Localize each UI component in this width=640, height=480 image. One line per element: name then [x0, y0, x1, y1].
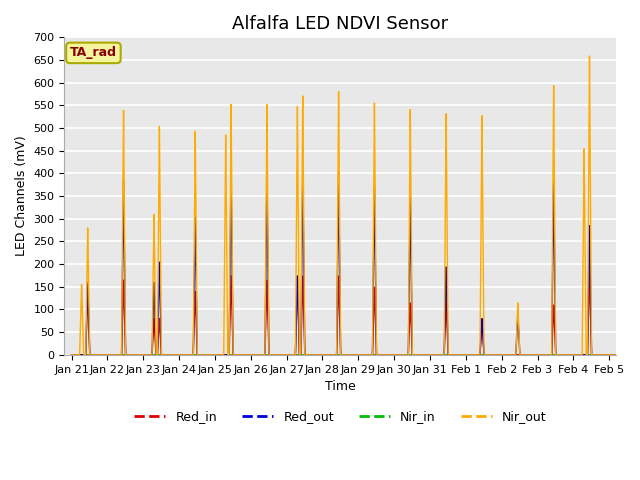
Legend: Red_in, Red_out, Nir_in, Nir_out: Red_in, Red_out, Nir_in, Nir_out [129, 405, 552, 428]
Red_out [524, 352, 532, 358]
Red_out [68, 352, 76, 358]
Nir_out [68, 352, 76, 358]
Red_in [524, 352, 532, 358]
Nir_in [68, 352, 76, 358]
Red_in [125, 352, 132, 358]
Red_in [538, 352, 546, 358]
Text: TA_rad: TA_rad [70, 47, 117, 60]
Red_out [212, 352, 220, 358]
Nir_out [538, 352, 546, 358]
Nir_out [577, 352, 585, 358]
Nir_in [618, 352, 626, 358]
Nir_in [524, 352, 532, 358]
Red_in [586, 270, 593, 276]
X-axis label: Time: Time [325, 380, 356, 393]
Red_out [577, 352, 585, 358]
Line: Red_out: Red_out [72, 173, 640, 355]
Y-axis label: LED Channels (mV): LED Channels (mV) [15, 136, 28, 256]
Red_in [618, 352, 626, 358]
Nir_in [577, 352, 585, 358]
Nir_out [125, 352, 132, 358]
Nir_in [212, 352, 220, 358]
Red_out [335, 170, 342, 176]
Red_in [212, 352, 220, 358]
Nir_out [586, 53, 593, 59]
Line: Nir_out: Nir_out [72, 56, 640, 355]
Nir_in [125, 352, 132, 358]
Nir_in [538, 352, 546, 358]
Red_in [577, 352, 585, 358]
Title: Alfalfa LED NDVI Sensor: Alfalfa LED NDVI Sensor [232, 15, 449, 33]
Nir_out [618, 352, 626, 358]
Red_out [125, 352, 132, 358]
Red_out [618, 352, 626, 358]
Line: Red_in: Red_in [72, 273, 640, 355]
Red_out [538, 352, 546, 358]
Red_in [68, 352, 76, 358]
Nir_out [212, 352, 220, 358]
Nir_out [524, 352, 532, 358]
